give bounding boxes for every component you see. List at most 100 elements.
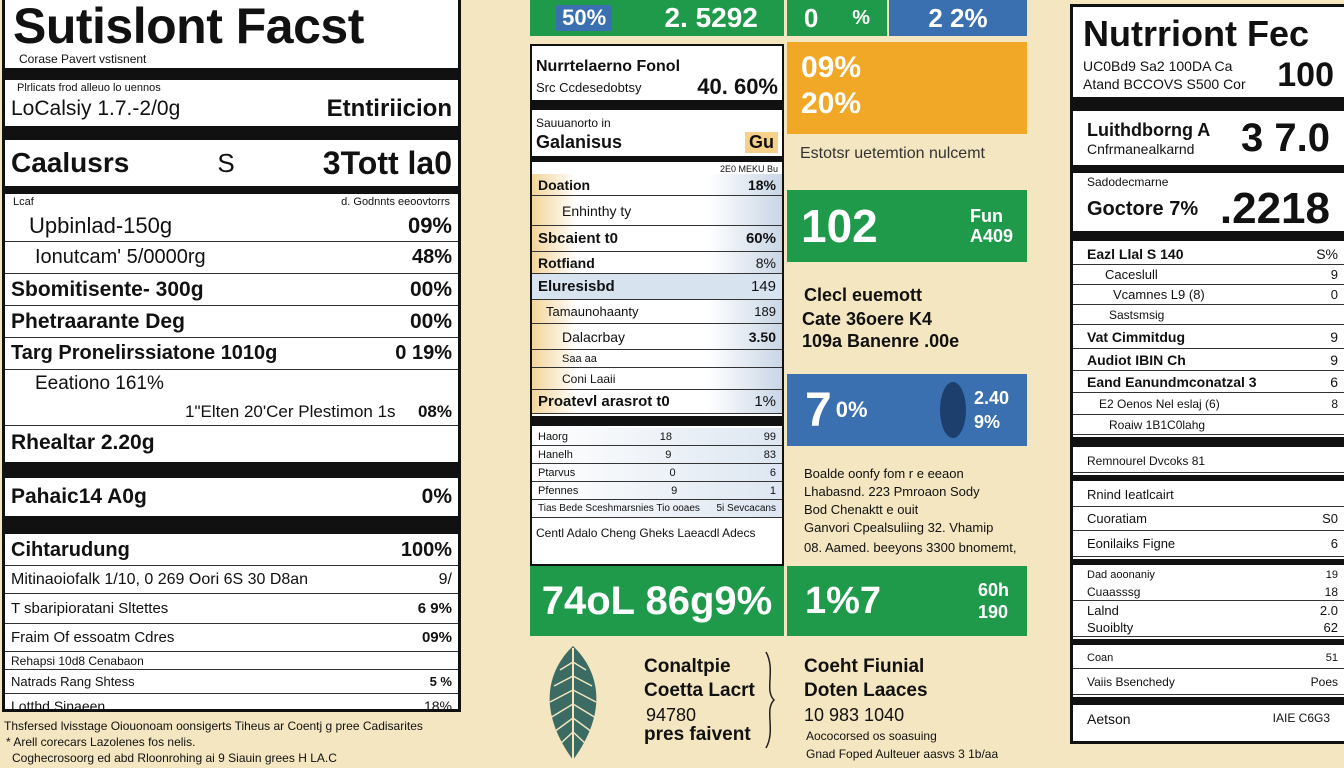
left-row: Mitinaoiofalk 1/10, 0 269 Oori 6S 30 D8a…: [5, 566, 458, 594]
middle-small-row: Pfennes 9 1: [532, 482, 782, 500]
tile-blue-big: 7: [805, 383, 832, 437]
middle-row: Sbcaient t0 60%: [532, 226, 782, 252]
middle-small-row: Hanelh 9 83: [532, 446, 782, 464]
middle-label-footer: Centl Adalo Cheng Gheks Laeacdl Adecs: [536, 526, 756, 540]
mid-text-1: Clecl euemott: [804, 285, 923, 305]
tile-bottom-left-text: 74oL 86g9%: [541, 578, 773, 623]
middle-row: Proatevl arasrot t0 1%: [532, 390, 782, 414]
tile-top-2-b: %: [852, 6, 871, 29]
left-row: Ionutcam' 5/0000rg 48%: [5, 242, 458, 274]
tile-top-1-b: 2. 5292: [664, 2, 758, 33]
middle-label-sec2: Galanisus: [536, 131, 623, 152]
left-label-small-right: d. Godnnts eeoovtorrs: [341, 196, 450, 208]
left-row: Natrads Rang Shtess 5 %: [5, 670, 458, 694]
mid-text-3: 109a Banenre .00e: [802, 331, 960, 351]
left-row: 1"Elten 20'Cer Plestimon 1s 08%: [5, 398, 458, 426]
right-row: Lalnd 2.0: [1087, 602, 1338, 618]
tile-top-2: 0 %: [787, 0, 887, 36]
right-row: Coan 51: [1073, 647, 1344, 669]
left-label-title: Sutislont Facst: [13, 0, 364, 54]
left-row: Rehapsi 10d8 Cenabaon: [5, 652, 458, 670]
tile-green-b: A409: [969, 226, 1013, 246]
right-label-sec: Luithdborng A: [1087, 119, 1211, 140]
bottom-right-2: Doten Laaces: [804, 680, 928, 701]
right-row: Suoiblty 62: [1073, 619, 1344, 637]
mid-text-2: Cate 36oere K4: [802, 309, 933, 329]
left-label-subtitle: Corase Pavert vstisnent: [19, 52, 147, 66]
middle-nutrition-label: Nurrtelaerno Fonol Src Ccdesedobtsy 40. …: [530, 44, 784, 566]
tile-top-1: 50% 2. 5292: [530, 0, 784, 36]
middle-small-row: Haorg 18 99: [532, 428, 782, 446]
brace-icon: [765, 651, 776, 749]
left-label-calories-right: Etntiriicion: [326, 95, 452, 122]
tile-green: 102 Fun A409: [787, 190, 1027, 262]
tile-top-3-text: 2 2%: [928, 2, 988, 33]
right-row: E2 Oenos Nel eslaj (6) 8: [1073, 393, 1344, 415]
tile-blue-b: 9%: [973, 412, 1000, 432]
left-row: Cihtarudung 100%: [5, 536, 458, 566]
left-row: Lotthd Sinaeen 18%: [11, 698, 452, 712]
right-label-sec2-big: .2218: [1219, 184, 1330, 233]
right-label-footer-left: Aetson: [1087, 711, 1131, 727]
right-label-sec2-small: Sadodecmarne: [1087, 175, 1169, 189]
bottom-left-3: 94780: [646, 705, 697, 725]
bottom-right-4: Aococorsed os soasuing: [806, 729, 937, 743]
leaf-icon: [549, 646, 597, 762]
right-row: Cuoratiam S0: [1073, 507, 1344, 531]
middle-label-title: Nurrtelaerno Fonol: [536, 58, 681, 75]
tile-green-a: Fun: [969, 206, 1003, 226]
right-row: Audiot IBIN Ch 9: [1073, 349, 1344, 371]
tile-bottom-right-b: 190: [977, 602, 1009, 622]
bottom-right-1: Coeht Fiunial: [804, 656, 925, 677]
right-label-sec-big: 3 7.0: [1241, 115, 1330, 160]
right-row: Roaiw 1B1C0lahg: [1073, 415, 1344, 435]
left-footnote-1: Thsfersed lvisstage Oiouonoam oonsigerts…: [4, 719, 423, 733]
middle-label-pct: 40. 60%: [697, 74, 778, 99]
middle-label-mini: 2E0 MEKU Bu: [719, 164, 778, 174]
tile-blue-oval: [939, 382, 966, 438]
middle-row: Rotfiand 8%: [532, 252, 782, 274]
left-row: Phetraarante Deg 00%: [5, 306, 458, 338]
left-row: Eeationo 161%: [35, 373, 164, 394]
left-row: Upbinlad-150g 09%: [5, 210, 458, 242]
middle-row: Tamaunohaanty 189: [532, 300, 782, 324]
tile-orange-a: 09%: [801, 51, 862, 84]
bottom-right-5: Gnad Foped Aulteuer aasvs 3 1b/aa: [806, 747, 999, 761]
middle-label-sub: Src Ccdesedobtsy: [536, 79, 642, 95]
tile-orange-b: 20%: [801, 87, 862, 120]
tile-top-3: 2 2%: [889, 0, 1027, 36]
middle-row: Saa aa: [532, 350, 782, 368]
left-label-big-mid: S: [217, 147, 235, 178]
right-label-l2: Atand BCCOVS S500 Cor: [1083, 76, 1246, 92]
tile-orange: 09% 20%: [787, 42, 1027, 134]
bottom-right-3: 10 983 1040: [804, 705, 905, 725]
right-label-big: 100: [1277, 55, 1334, 94]
right-row: Vcamnes L9 (8) 0: [1073, 285, 1344, 305]
section-heading: Estotsr uetemtion nulcemt: [800, 146, 985, 162]
notes-2: Lhabasnd. 223 Pmroaon Sody: [804, 484, 980, 499]
notes-3: Bod Chenaktt e ouit: [804, 502, 919, 517]
middle-small-row: Tias Bede Sceshmarsnies Tio ooaes 5i Sevc…: [532, 500, 782, 518]
middle-label-sec-right: Gu: [745, 131, 778, 153]
left-row: Fraim Of essoatm Cdres 09%: [5, 624, 458, 652]
left-row: Pahaic14 A0g 0%: [11, 485, 452, 508]
right-nutrition-label: Nutrriont Fec UC0Bd9 Sa2 100DA Ca Atand …: [1070, 4, 1344, 744]
middle-row: Enhinthy ty: [532, 196, 782, 226]
tile-top-1-a: 50%: [556, 5, 613, 31]
middle-small-row: Ptarvus 0 6: [532, 464, 782, 482]
left-label-big-right: 3Tott la0: [322, 144, 452, 181]
tile-bottom-right: 1%7 60h 190: [787, 566, 1027, 636]
tile-blue-a: 2.40: [973, 388, 1009, 408]
right-row: Vaiis Bsenchedy Poes: [1073, 669, 1344, 695]
left-row: Targ Pronelirssiatone 1010g 0 19%: [5, 338, 458, 370]
left-label-small-left: Lcaf: [13, 196, 34, 208]
left-row: Rhealtar 2.20g: [11, 431, 155, 454]
right-row: Vat Cimmitdug 9: [1073, 325, 1344, 349]
notes-5: 08. Aamed. beeyons 3300 bnomemt,: [804, 540, 1017, 555]
right-row: Caceslull 9: [1073, 265, 1344, 285]
middle-row: Dalacrbay 3.50: [532, 324, 782, 350]
tile-green-big: 102: [801, 200, 878, 252]
tile-bottom-left: 74oL 86g9%: [530, 566, 784, 636]
notes-1: Boalde oonfy fom r e eeaon: [804, 466, 964, 481]
left-label-big-left: Caalusrs: [11, 147, 130, 178]
